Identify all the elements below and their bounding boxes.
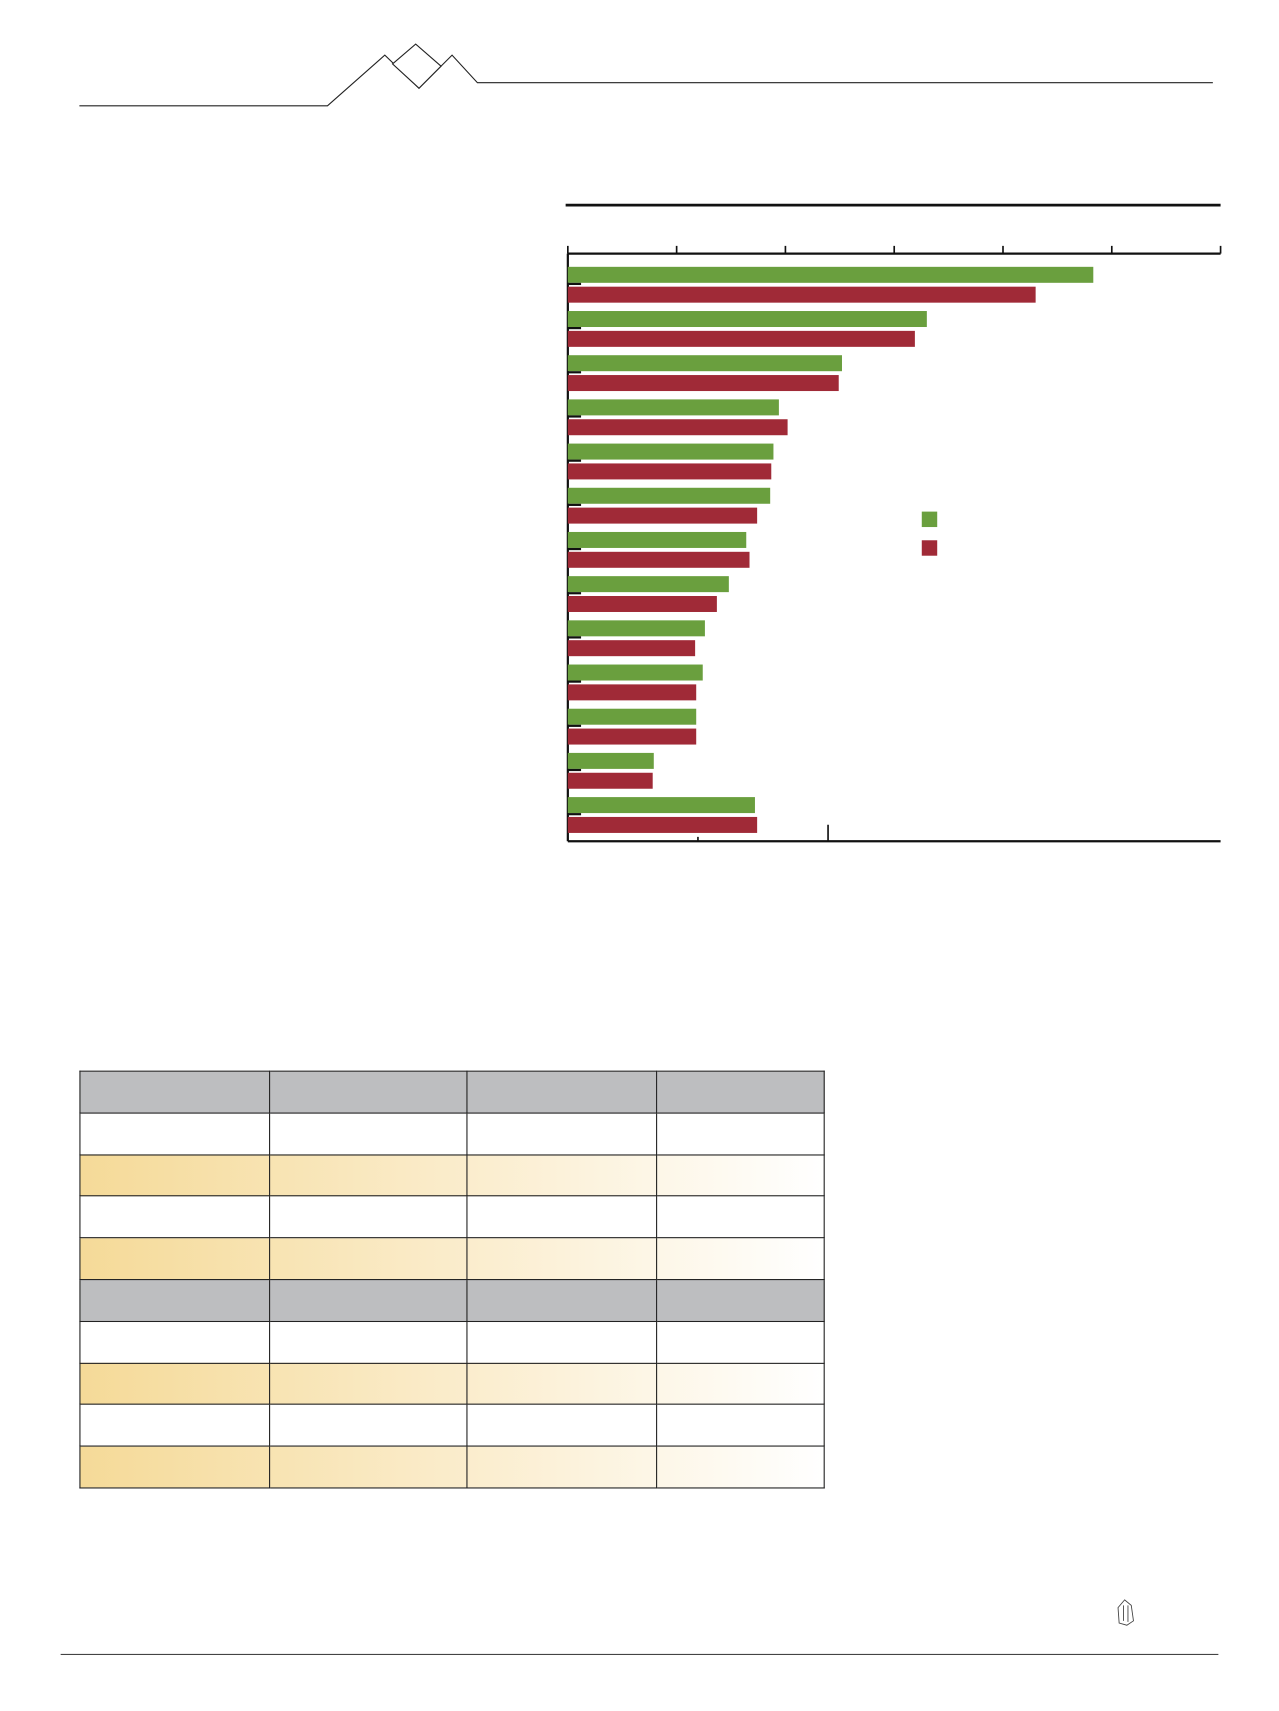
table-cell — [79, 1279, 270, 1322]
table-row — [79, 1279, 825, 1322]
table-cell — [268, 1237, 468, 1281]
table-cell — [466, 1404, 658, 1447]
table-row — [79, 1112, 825, 1156]
table-cell — [656, 1320, 825, 1364]
bar-series-a — [567, 311, 927, 328]
bar-series-a — [567, 708, 697, 725]
footer-rule — [60, 1653, 1219, 1656]
table-cell — [268, 1362, 468, 1406]
bar-series-b — [567, 330, 915, 347]
table-cell — [79, 1404, 270, 1447]
table-cell — [79, 1445, 270, 1489]
table-cell — [466, 1237, 658, 1281]
table-cell — [466, 1153, 658, 1197]
table-cell — [466, 1195, 658, 1239]
table-row — [79, 1362, 825, 1406]
bar-series-a — [567, 531, 747, 548]
bar-series-b — [567, 640, 696, 657]
bar-series-a — [567, 399, 779, 416]
table-row — [79, 1320, 825, 1364]
bar-series-b — [567, 595, 717, 612]
table-cell — [656, 1445, 825, 1489]
table-cell — [79, 1237, 270, 1281]
table-cell — [466, 1362, 658, 1406]
bar-series-b — [567, 728, 697, 745]
table-cell — [656, 1070, 825, 1114]
table-cell — [79, 1195, 270, 1239]
bar-series-b — [567, 772, 653, 789]
bar-series-b — [567, 816, 758, 833]
bar-series-b — [567, 286, 1036, 303]
bar-series-a — [567, 266, 1094, 283]
table-cell — [268, 1112, 468, 1156]
table-cell — [79, 1362, 270, 1406]
bar-series-a — [567, 797, 755, 814]
bar-series-a — [567, 487, 771, 504]
table-cell — [268, 1445, 468, 1489]
bar-series-a — [567, 664, 703, 681]
bar-series-b — [567, 507, 758, 524]
table-row — [79, 1195, 825, 1239]
bar-series-a — [567, 752, 654, 769]
bar-series-a — [567, 620, 705, 637]
table-cell — [466, 1279, 658, 1322]
table-row — [79, 1237, 825, 1281]
table-cell — [268, 1195, 468, 1239]
header-ornament — [79, 43, 1213, 107]
table-cell — [466, 1112, 658, 1156]
legend-swatch-b — [921, 540, 938, 556]
bar-series-b — [567, 684, 697, 701]
bar-series-a — [567, 355, 842, 372]
table-row — [79, 1445, 825, 1489]
bar-series-a — [567, 576, 729, 593]
table-cell — [268, 1070, 468, 1114]
data-table — [79, 1070, 825, 1489]
bar-series-b — [567, 551, 750, 568]
table-cell — [656, 1237, 825, 1281]
table-cell — [268, 1320, 468, 1364]
legend-swatch-a — [921, 511, 938, 528]
table-cell — [656, 1279, 825, 1322]
table-cell — [656, 1153, 825, 1197]
bar-series-b — [567, 375, 839, 392]
table-cell — [268, 1153, 468, 1197]
table-cell — [466, 1070, 658, 1114]
table-row — [79, 1153, 825, 1197]
table-cell — [656, 1362, 825, 1406]
bar-series-b — [567, 463, 772, 480]
table-cell — [466, 1445, 658, 1489]
table-row — [79, 1404, 825, 1447]
table-row — [79, 1070, 825, 1114]
bar-chart — [566, 245, 1222, 843]
table-cell — [656, 1195, 825, 1239]
table-cell — [79, 1320, 270, 1364]
logo-emblem-icon — [1117, 1599, 1134, 1626]
bar-series-b — [567, 419, 788, 436]
table-cell — [79, 1112, 270, 1156]
table-cell — [656, 1404, 825, 1447]
bar-series-a — [567, 443, 774, 460]
table-cell — [656, 1112, 825, 1156]
table-cell — [79, 1070, 270, 1114]
table-cell — [268, 1279, 468, 1322]
table-cell — [268, 1404, 468, 1447]
table-cell — [466, 1320, 658, 1364]
table-cell — [79, 1153, 270, 1197]
